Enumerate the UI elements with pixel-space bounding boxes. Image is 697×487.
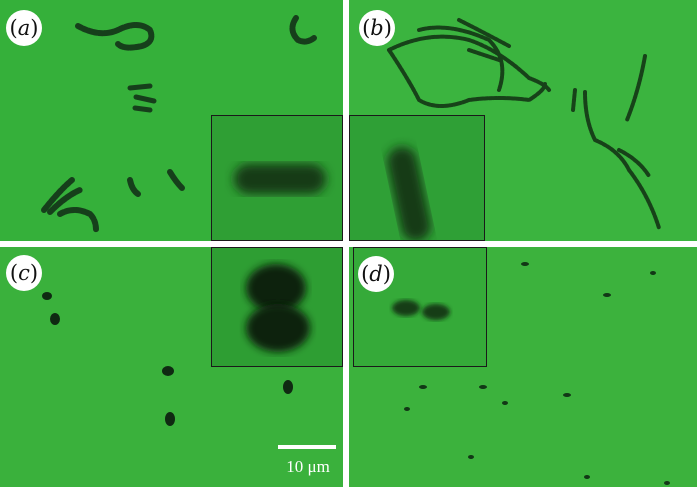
panel-a-cells — [41, 15, 317, 233]
panel-a-label: (a) — [6, 10, 42, 46]
panel-b-cells — [387, 18, 661, 230]
panel-a: (a) — [0, 0, 343, 241]
panel-b-inset — [349, 115, 485, 241]
panel-d-label: (d) — [358, 256, 394, 292]
scale-bar-label: 10 μm — [286, 457, 330, 476]
panel-b-label: (b) — [359, 10, 395, 46]
panel-d-cells — [404, 262, 670, 485]
panel-c-cells — [42, 292, 293, 426]
panel-a-inset — [211, 115, 343, 241]
scale-bar — [278, 445, 336, 449]
panel-c: (c) 10 μm — [0, 247, 343, 487]
panel-c-label: (c) — [6, 255, 42, 291]
panel-c-inset — [211, 247, 343, 367]
panel-d: (d) — [349, 247, 697, 487]
panel-b: (b) — [349, 0, 697, 241]
panel-d-inset: (d) — [353, 247, 487, 367]
